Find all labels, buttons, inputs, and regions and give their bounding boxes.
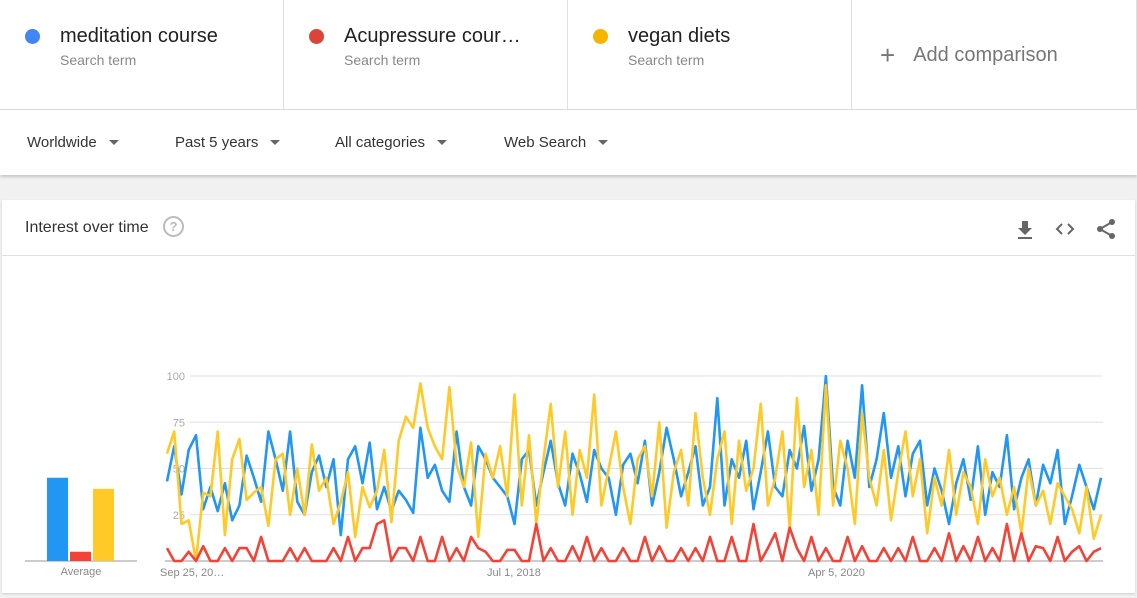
term-name: Acupressure cour… bbox=[344, 25, 521, 47]
help-icon[interactable]: ? bbox=[163, 216, 184, 237]
term-type: Search term bbox=[344, 52, 421, 68]
caret-down-icon bbox=[270, 140, 281, 145]
add-comparison-button[interactable]: + Add comparison bbox=[852, 0, 1137, 110]
average-label: Average bbox=[61, 566, 102, 578]
term-name: meditation course bbox=[60, 25, 218, 47]
embed-code-icon[interactable] bbox=[1054, 218, 1076, 240]
average-bar bbox=[93, 488, 114, 561]
series-color-dot bbox=[25, 29, 40, 44]
average-bar bbox=[70, 551, 91, 561]
search-type-label: Web Search bbox=[504, 134, 587, 151]
y-tick-label: 100 bbox=[167, 371, 185, 383]
card-title: Interest over time bbox=[25, 219, 149, 236]
category-label: All categories bbox=[335, 134, 426, 151]
term-card-1[interactable]: meditation course Search term bbox=[0, 0, 284, 110]
average-bar bbox=[47, 477, 68, 561]
time-dropdown[interactable]: Past 5 years bbox=[175, 134, 281, 151]
term-type: Search term bbox=[60, 52, 137, 68]
series-color-dot bbox=[593, 29, 608, 44]
y-tick-label: 75 bbox=[173, 417, 185, 429]
series-color-dot bbox=[309, 29, 324, 44]
region-label: Worldwide bbox=[27, 134, 97, 151]
term-card-3[interactable]: vegan diets Search term bbox=[568, 0, 852, 110]
series-line-3 bbox=[165, 382, 1103, 563]
x-tick-label: Apr 5, 2020 bbox=[808, 567, 865, 579]
region-dropdown[interactable]: Worldwide bbox=[27, 134, 119, 151]
x-tick-label: Jul 1, 2018 bbox=[487, 567, 541, 579]
category-dropdown[interactable]: All categories bbox=[335, 134, 448, 151]
series-line-2 bbox=[165, 518, 1102, 563]
search-terms-bar: meditation course Search term Acupressure… bbox=[0, 0, 1137, 110]
term-type: Search term bbox=[628, 52, 705, 68]
plus-icon: + bbox=[880, 39, 896, 70]
search-type-dropdown[interactable]: Web Search bbox=[504, 134, 609, 151]
caret-down-icon bbox=[437, 140, 448, 145]
time-label: Past 5 years bbox=[175, 134, 259, 151]
x-tick-label: Sep 25, 20… bbox=[160, 567, 224, 579]
share-icon[interactable] bbox=[1095, 218, 1117, 240]
caret-down-icon bbox=[108, 140, 119, 145]
series-line-1 bbox=[165, 374, 1103, 537]
y-tick-label: 25 bbox=[173, 510, 185, 522]
filter-bar: Worldwide Past 5 years All categories We… bbox=[0, 110, 1137, 175]
download-icon[interactable] bbox=[1014, 218, 1036, 240]
term-card-2[interactable]: Acupressure cour… Search term bbox=[284, 0, 568, 110]
interest-over-time-card: Interest over time ? 25 50 75 100 Sep 25, 20… bbox=[2, 200, 1135, 593]
add-comparison-label: Add comparison bbox=[913, 43, 1058, 66]
caret-down-icon bbox=[598, 140, 609, 145]
term-name: vegan diets bbox=[628, 25, 731, 47]
